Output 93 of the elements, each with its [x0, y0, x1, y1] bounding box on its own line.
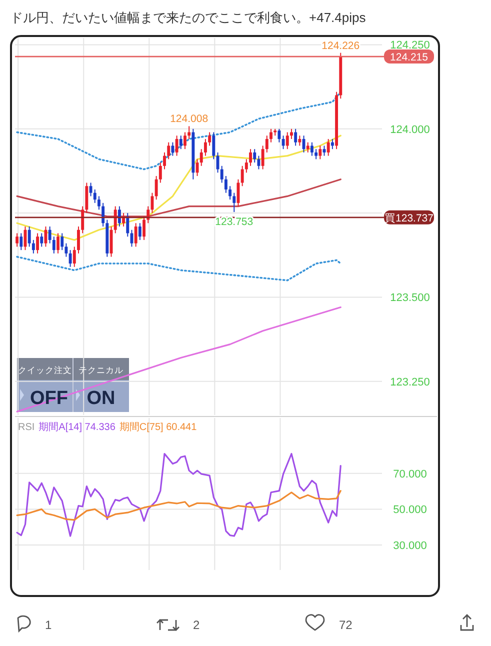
candlestick — [40, 232, 44, 248]
y-tick-label: 123.500 — [390, 292, 430, 304]
candlestick — [270, 128, 272, 143]
candlestick — [93, 188, 96, 204]
candlestick — [138, 222, 142, 240]
y-tick-label: 124.250 — [390, 40, 430, 52]
candlestick — [314, 148, 318, 160]
candlestick — [306, 142, 310, 153]
annotation: 123.753 — [215, 216, 254, 228]
candlestick — [150, 192, 154, 214]
candlestick — [318, 145, 322, 160]
candlestick — [208, 132, 212, 146]
candlestick — [81, 206, 84, 234]
candlestick — [72, 246, 76, 268]
candlestick — [171, 142, 174, 156]
candlestick — [68, 250, 72, 268]
y-tick-label: 70.000 — [393, 468, 427, 480]
ref-line-label: 買123.737 — [384, 212, 434, 224]
line-series — [16, 134, 342, 241]
line-series — [16, 306, 342, 412]
candlestick — [146, 206, 150, 224]
candlestick — [20, 232, 23, 251]
candlestick — [286, 132, 289, 150]
candlestick — [44, 226, 48, 248]
candlestick — [310, 142, 314, 156]
candlestick — [179, 135, 182, 150]
candlestick — [278, 128, 281, 143]
candlestick — [228, 186, 232, 200]
candlestick — [36, 232, 39, 254]
line-series — [16, 256, 342, 282]
candlestick — [158, 162, 162, 184]
candlestick — [134, 222, 138, 248]
candlestick — [188, 126, 191, 140]
candlestick — [52, 236, 56, 254]
candlestick — [257, 155, 260, 170]
candlestick — [326, 138, 330, 156]
candlestick — [282, 135, 285, 150]
candlestick — [249, 148, 252, 166]
candlestick — [16, 232, 19, 248]
y-tick-label: 124.000 — [390, 124, 430, 136]
annotation: OFF — [30, 388, 68, 409]
candlestick — [163, 152, 166, 170]
candlestick — [204, 138, 207, 156]
text: 期間A[14] 74.336 — [38, 421, 116, 433]
candlestick — [154, 176, 158, 200]
candlestick — [114, 206, 117, 234]
candlestick — [240, 165, 244, 187]
candlestick — [265, 135, 268, 153]
candlestick — [77, 226, 80, 254]
candlestick — [118, 206, 121, 227]
candlestick — [97, 196, 100, 210]
candlestick — [32, 239, 35, 254]
candlestick — [224, 176, 228, 194]
chart-title: ドル円、だいたい値幅まで来たのでここで利食い。+47.4pips — [10, 10, 366, 25]
candlestick — [126, 212, 130, 238]
candlestick — [294, 128, 298, 146]
annotation: 124.008 — [170, 113, 208, 126]
candlestick — [167, 142, 170, 160]
candlestick — [56, 232, 60, 254]
candlestick — [200, 148, 203, 166]
candlestick — [220, 165, 224, 184]
y-tick-label: 30.000 — [393, 540, 427, 552]
text: 期間C[75] 60.441 — [119, 421, 198, 433]
candlestick — [142, 216, 146, 240]
candlestick — [48, 226, 52, 244]
y-tick-label: 50.000 — [393, 504, 427, 516]
candlestick — [64, 242, 68, 258]
candlestick — [253, 148, 256, 164]
candlestick — [232, 192, 236, 213]
candlestick — [175, 135, 178, 156]
line-series — [16, 452, 342, 537]
chart-title: RSI — [18, 422, 35, 433]
text: 72 — [339, 618, 353, 632]
candlestick — [212, 132, 216, 160]
annotation: 124.226 — [322, 40, 360, 52]
candlestick — [244, 158, 248, 174]
text: 2 — [193, 618, 200, 632]
annotation: ON — [86, 388, 116, 409]
candlestick — [60, 232, 64, 251]
candlestick — [330, 138, 334, 150]
annotation: クイック注文 — [18, 365, 72, 375]
line-series — [16, 490, 342, 521]
candlestick — [184, 132, 186, 150]
ref-line-label: 124.215 — [390, 52, 428, 64]
candlestick — [298, 135, 302, 146]
candlestick — [290, 128, 293, 140]
text: 1 — [45, 618, 52, 632]
candlestick — [85, 182, 88, 214]
y-tick-label: 123.250 — [390, 376, 430, 388]
candlestick — [261, 145, 264, 170]
candlestick — [102, 202, 105, 227]
candlestick — [28, 226, 31, 248]
candlestick — [89, 182, 92, 197]
